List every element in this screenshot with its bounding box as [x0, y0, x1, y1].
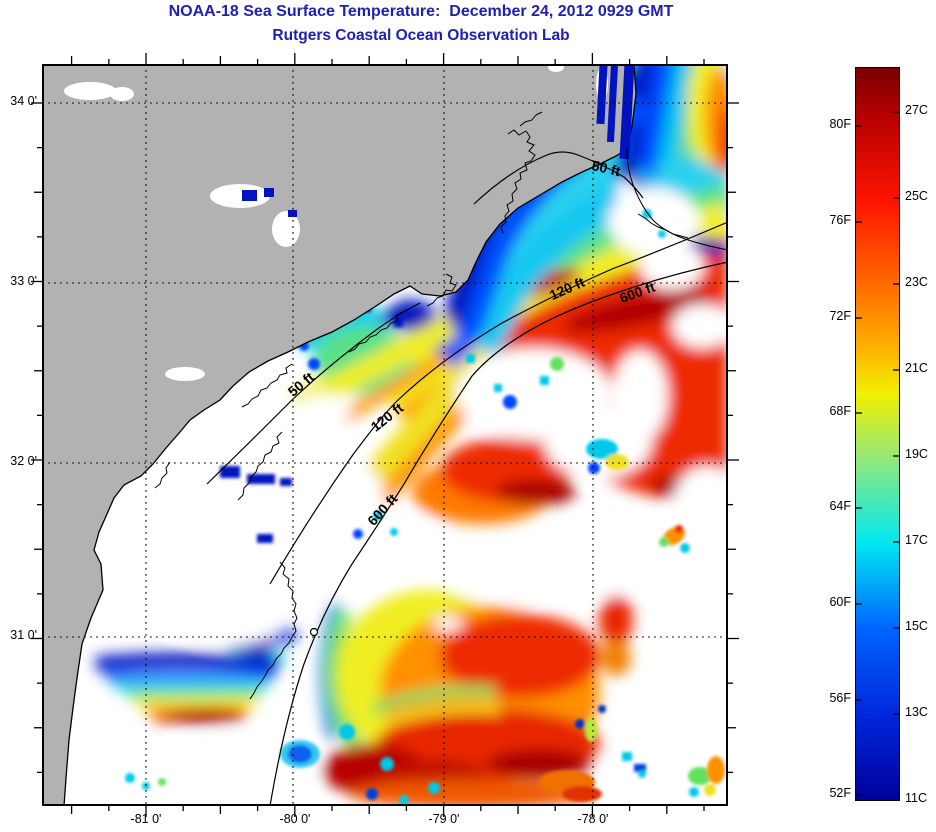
y-tick-label-34: 34 0' — [10, 94, 37, 108]
y-tick-label-33: 33 0' — [10, 274, 37, 288]
colorbar-label-15c: 15C — [905, 619, 928, 633]
sst-specks — [125, 209, 725, 805]
x-tick-label-79: -79 0' — [428, 812, 460, 826]
colorbar-label-72f: 72F — [829, 309, 851, 323]
colorbar-label-13c: 13C — [905, 705, 928, 719]
contour-600ft — [269, 261, 728, 806]
colorbar-label-21c: 21C — [905, 361, 928, 375]
map-border — [42, 64, 728, 806]
contour-50ft-south — [206, 302, 421, 485]
contour-120ft — [269, 221, 728, 585]
colorbar-label-17c: 17C — [905, 533, 928, 547]
x-tick-label-80: -80 0' — [279, 812, 311, 826]
depth-contours — [206, 151, 728, 806]
land — [42, 64, 637, 806]
y-tick-label-31: 31 0' — [10, 628, 37, 642]
y-tick-label-32: 32 0' — [10, 454, 37, 468]
colorbar-label-52f: 52F — [829, 786, 851, 800]
colorbar-label-76f: 76F — [829, 213, 851, 227]
sst-map-panel: 50 ft 50 ft 120 ft 120 ft 600 ft 600 ft — [42, 64, 728, 806]
colorbar-label-68f: 68F — [829, 404, 851, 418]
colorbar-label-19c: 19C — [905, 447, 928, 461]
coastline-detail — [154, 111, 728, 700]
figure-subtitle: Rutgers Coastal Ocean Observation Lab — [272, 27, 570, 44]
colorbar-label-25c: 25C — [905, 189, 928, 203]
x-tick-label-81: -81 0' — [130, 812, 162, 826]
colorbar — [855, 67, 900, 801]
sst-field — [95, 64, 728, 806]
figure-title: NOAA-18 Sea Surface Temperature: Decembe… — [168, 3, 674, 20]
colorbar-label-64f: 64F — [829, 499, 851, 513]
colorbar-label-27c: 27C — [905, 103, 928, 117]
sst-map: 50 ft 50 ft 120 ft 120 ft 600 ft 600 ft — [42, 64, 728, 806]
label-50ft-north: 50 ft — [590, 157, 622, 179]
x-tick-label-78: -78 0' — [577, 812, 609, 826]
contour-marker-circle — [309, 627, 319, 637]
colorbar-label-60f: 60F — [829, 595, 851, 609]
colorbar-label-23c: 23C — [905, 275, 928, 289]
graticule — [42, 64, 728, 806]
contour-50ft-north — [473, 151, 644, 205]
colorbar-label-56f: 56F — [829, 691, 851, 705]
colorbar-label-80f: 80F — [829, 117, 851, 131]
colorbar-label-11c: 11C — [905, 791, 928, 805]
